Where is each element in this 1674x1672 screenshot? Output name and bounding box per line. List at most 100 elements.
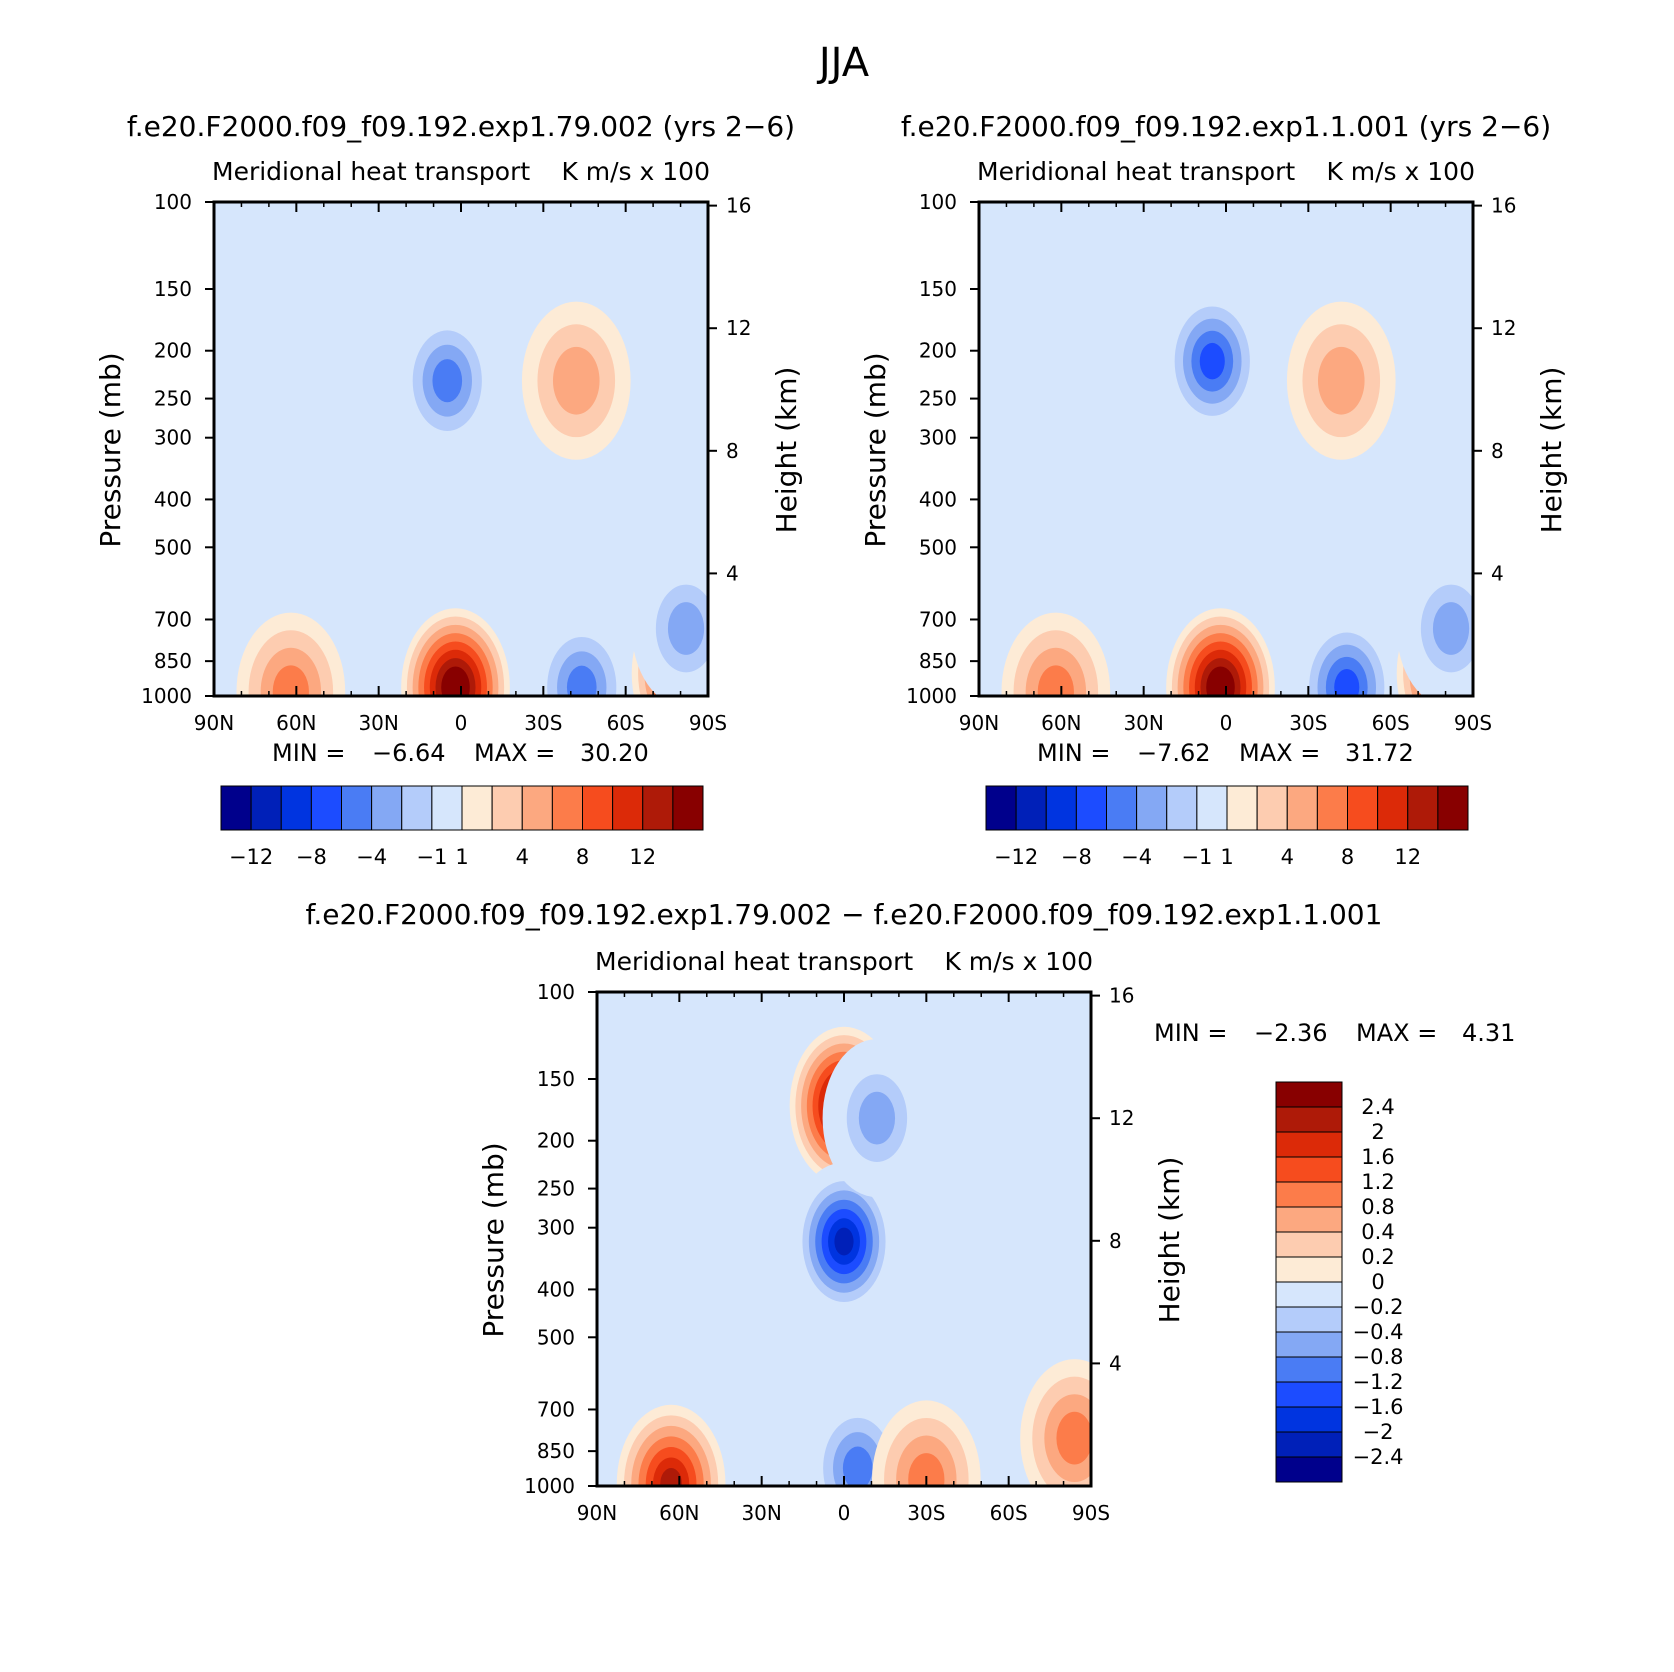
panel-2-colorbar-box <box>1275 1306 1343 1333</box>
panel-1-colorbar-box <box>985 785 1017 831</box>
panel-0-units: K m/s x 100 <box>561 157 710 186</box>
panel-2-colorbar-label: 0.4 <box>1361 1220 1394 1244</box>
panel-1-ytick-label: 400 <box>919 487 957 511</box>
panel-0-xtick-label: 0 <box>455 711 468 735</box>
panel-0-ytick-right-label: 12 <box>726 316 751 340</box>
panel-2-max-value: 4.31 <box>1462 1019 1515 1047</box>
panel-0-ytick-label: 100 <box>154 190 192 214</box>
panel-0-colorbar-box <box>431 785 463 831</box>
panel-0-ylabel-right: Height (km) <box>770 367 803 534</box>
panel-2-ytick-label: 150 <box>537 1067 575 1091</box>
panel-0-colorbar-box <box>461 785 493 831</box>
panel-2-colorbar-label: −0.8 <box>1353 1345 1404 1369</box>
panel-0-contour-feature-0-level-8 <box>446 674 465 696</box>
panel-0-xtick-label: 90N <box>194 711 234 735</box>
panel-1-colorbar-box <box>1286 785 1318 831</box>
panel-2-ytick-right-label: 8 <box>1109 1229 1122 1253</box>
panel-2-colorbar-box <box>1275 1081 1343 1108</box>
panel-0-xtick-label: 60N <box>276 711 316 735</box>
panel-2-ylabel: Pressure (mb) <box>477 1142 510 1337</box>
panel-0-colorbar-box <box>612 785 644 831</box>
panel-0-colorbar-box <box>250 785 282 831</box>
panel-0-ytick-label: 500 <box>154 535 192 559</box>
panel-1-ytick-label: 850 <box>919 649 957 673</box>
panel-0-ytick-label: 850 <box>154 649 192 673</box>
panel-2-colorbar-label: 0.8 <box>1361 1195 1394 1219</box>
panel-2-ytick-label: 850 <box>537 1439 575 1463</box>
panel-2-colorbar-box <box>1275 1331 1343 1358</box>
panel-2-units: K m/s x 100 <box>944 947 1093 976</box>
panel-2-colorbar-label: −1.6 <box>1353 1395 1404 1419</box>
panel-2-colorbar-label: −0.4 <box>1353 1320 1404 1344</box>
panel-0-colorbar-box <box>521 785 553 831</box>
panel-2-min-label: MIN = <box>1154 1019 1227 1047</box>
panel-1-xtick-label: 0 <box>1220 711 1233 735</box>
panel-0-ylabel: Pressure (mb) <box>94 352 127 547</box>
panel-2-xtick-label: 90N <box>577 1501 617 1525</box>
panel-1-title: f.e20.F2000.f09_f09.192.exp1.1.001 (yrs … <box>901 110 1551 143</box>
panel-2-title: f.e20.F2000.f09_f09.192.exp1.79.002 − f.… <box>306 898 1383 931</box>
panel-2-colorbar-box <box>1275 1406 1343 1433</box>
panel-0-xtick-label: 60S <box>607 711 645 735</box>
panel-0-colorbar: −12 −8 −4 −1 1 4 8 12 <box>220 785 704 869</box>
panel-2-ytick-label: 100 <box>537 980 575 1004</box>
panel-1-ytick-label: 200 <box>919 339 957 363</box>
panel-0-xtick-label: 90S <box>689 711 727 735</box>
panel-2-max-label: MAX = <box>1356 1019 1437 1047</box>
panel-1-colorbar-box <box>1196 785 1228 831</box>
panel-1-ytick-right-label: 12 <box>1491 316 1516 340</box>
panel-0-ytick-label: 400 <box>154 487 192 511</box>
panel-0-colorbar-box <box>582 785 614 831</box>
panel-2-contour-feature-6-level-3 <box>1056 1411 1091 1465</box>
panel-2-xtick-label: 30N <box>741 1501 781 1525</box>
panel-0-ytick-label: 300 <box>154 426 192 450</box>
panel-2-ytick-label: 250 <box>537 1177 575 1201</box>
panel-1-ytick-label: 300 <box>919 426 957 450</box>
panel-0-colorbar-box <box>341 785 373 831</box>
panel-2-contour-feature-2-level-3 <box>858 1091 896 1145</box>
panel-0-xtick-label: 30N <box>358 711 398 735</box>
panel-1-xtick-label: 90S <box>1454 711 1492 735</box>
figure-title: JJA <box>816 40 870 86</box>
panel-1-colorbar-box <box>1347 785 1379 831</box>
panel-0-ytick-label: 1000 <box>141 684 192 708</box>
panel-1-colorbar-label: −12 <box>994 845 1038 869</box>
panel-1-ytick-right-label: 16 <box>1491 194 1516 218</box>
panel-2-colorbar-box <box>1275 1381 1343 1408</box>
panel-0-title: f.e20.F2000.f09_f09.192.exp1.79.002 (yrs… <box>127 110 795 143</box>
panel-1-colorbar-box <box>1407 785 1439 831</box>
panel-1-contour-feature-2-level-5 <box>1199 342 1225 380</box>
panel-1-colorbar-box <box>1316 785 1348 831</box>
panel-1-colorbar-box <box>1256 785 1288 831</box>
panel-1-colorbar-box <box>1226 785 1258 831</box>
panel-0-ytick-label: 700 <box>154 607 192 631</box>
panel-2-ytick-right-label: 12 <box>1109 1106 1134 1130</box>
panel-0-ytick-right-label: 16 <box>726 194 751 218</box>
panel-0-contour-feature-6-level-3 <box>667 602 705 655</box>
panel-1-contour-feature-1-level-5 <box>1334 669 1360 696</box>
panel-1-xtick-label: 60N <box>1041 711 1081 735</box>
panel-0-colorbar-label: −4 <box>356 845 387 869</box>
panel-2-colorbar-label: 1.6 <box>1361 1145 1394 1169</box>
panel-2-colorbar-label: 0 <box>1371 1270 1384 1294</box>
panel-0-colorbar-label: −12 <box>229 845 273 869</box>
panel-1-colorbar-box <box>1015 785 1047 831</box>
panel-2-colorbar-box <box>1275 1256 1343 1283</box>
panel-0-plot <box>214 202 708 696</box>
panel-0: f.e20.F2000.f09_f09.192.exp1.79.002 (yrs… <box>94 110 803 869</box>
panel-0-ytick-right-label: 4 <box>726 561 739 585</box>
panel-0-colorbar-box <box>220 785 252 831</box>
panel-1-colorbar-label: 4 <box>1281 845 1294 869</box>
panel-0-contour-feature-3-level-2 <box>552 346 600 415</box>
panel-1-min-value: −7.62 <box>1137 739 1211 767</box>
panel-2-colorbar-box <box>1275 1431 1343 1458</box>
panel-2-colorbar-box <box>1275 1206 1343 1233</box>
panel-1-max-label: MAX = <box>1239 739 1320 767</box>
panel-1-subtitle: Meridional heat transport <box>977 157 1295 186</box>
panel-1-colorbar-label: −8 <box>1061 845 1092 869</box>
panel-2-ytick-label: 400 <box>537 1277 575 1301</box>
panel-2-xtick-label: 60N <box>659 1501 699 1525</box>
panel-2-colorbar-box <box>1275 1231 1343 1258</box>
panel-0-contour-feature-2-level-4 <box>432 359 463 403</box>
panel-2-xtick-label: 60S <box>990 1501 1028 1525</box>
